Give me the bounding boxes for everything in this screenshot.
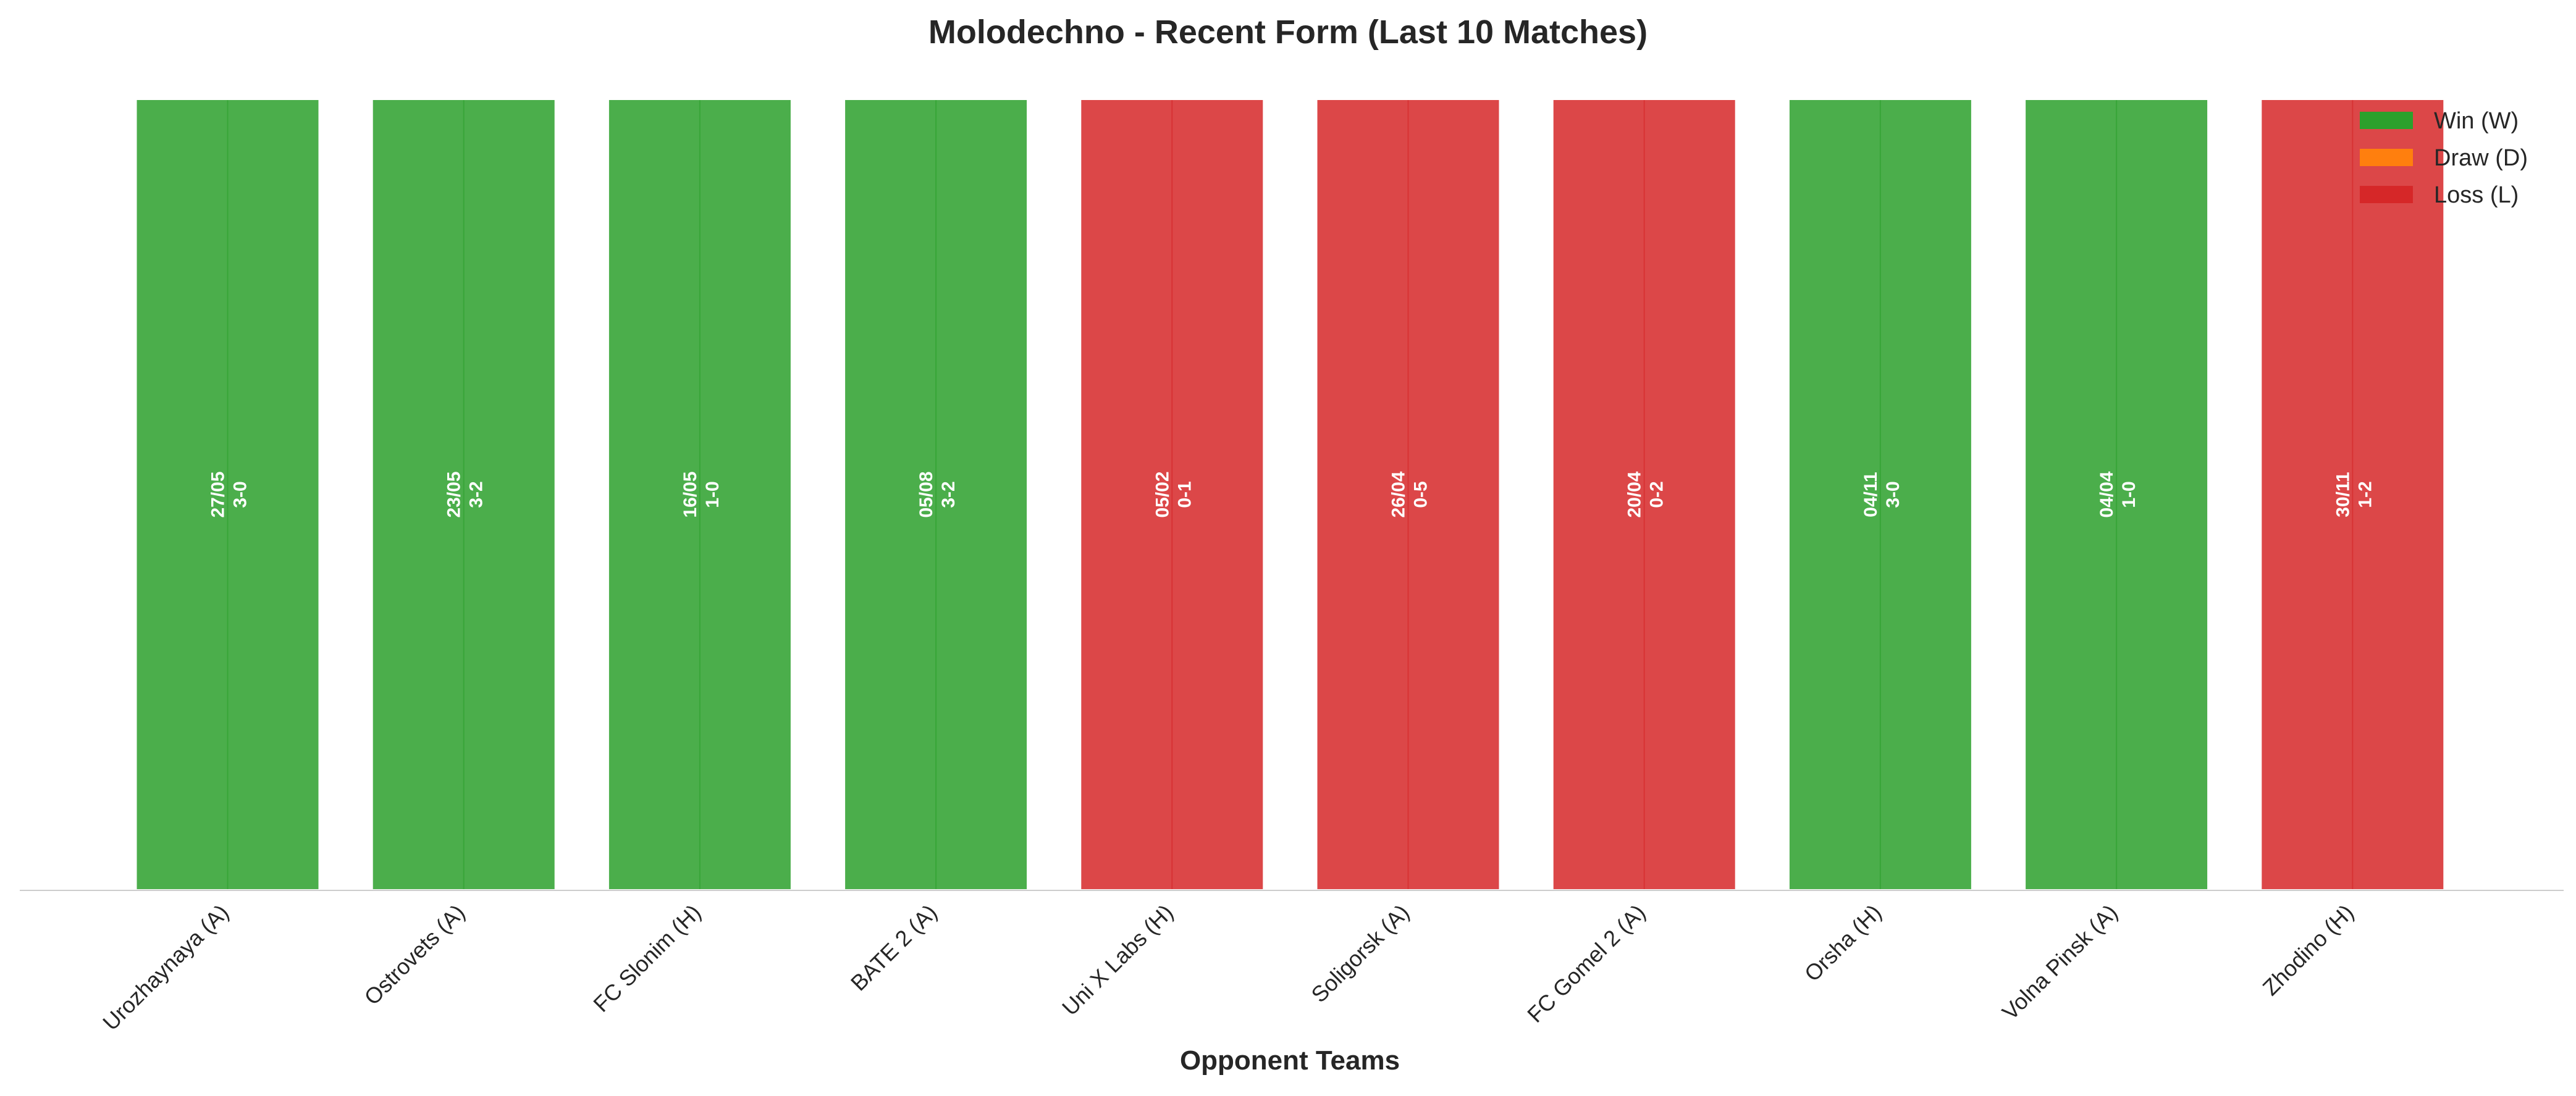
x-tick-label: BATE 2 (A) <box>846 900 942 996</box>
bar-label: 27/05 3-0 <box>208 471 251 517</box>
match-score: 0-5 <box>1411 481 1431 508</box>
legend-swatch-d <box>2360 149 2413 166</box>
chart-legend: Win (W) Draw (D) Loss (L) <box>2360 108 2528 208</box>
x-tick-label: FC Slonim (H) <box>588 900 705 1017</box>
chart-title: Molodechno - Recent Form (Last 10 Matche… <box>928 14 1648 51</box>
bar-label: 20/04 0-2 <box>1625 471 1667 517</box>
match-score: 0-1 <box>1174 481 1195 508</box>
x-tick-label: Orsha (H) <box>1799 900 1887 987</box>
match-score: 1-0 <box>702 481 723 508</box>
x-tick-label: Ostrovets (A) <box>359 900 469 1010</box>
match-score: 3-2 <box>466 481 487 508</box>
x-tick-label: Zhodino (H) <box>2258 900 2359 1000</box>
match-date: 05/02 <box>1152 471 1172 517</box>
match-score: 1-0 <box>2119 481 2139 508</box>
legend-swatch-w <box>2360 112 2413 129</box>
bar-label: 30/11 1-2 <box>2333 472 2375 517</box>
bar-label: 16/05 1-0 <box>680 471 723 517</box>
match-date: 20/04 <box>1625 471 1645 517</box>
x-tick-label: Urozhaynaya (A) <box>98 900 234 1035</box>
match-score: 3-0 <box>1883 481 1903 508</box>
bar-label: 04/11 3-0 <box>1861 472 1903 517</box>
legend-label-w: Win (W) <box>2434 108 2519 134</box>
match-score: 3-0 <box>230 481 251 508</box>
x-tick-labels: Urozhaynaya (A) Ostrovets (A) FC Slonim (H… <box>98 900 2359 1035</box>
legend-swatch-l <box>2360 186 2413 203</box>
match-date: 26/04 <box>1389 471 1409 517</box>
match-date: 05/08 <box>916 471 937 517</box>
bar-label: 23/05 3-2 <box>444 471 487 517</box>
match-score: 3-2 <box>938 481 959 508</box>
x-tick-label: FC Gomel 2 (A) <box>1522 900 1650 1027</box>
match-date: 04/04 <box>2097 471 2117 517</box>
legend-label-l: Loss (L) <box>2434 182 2519 208</box>
legend-label-d: Draw (D) <box>2434 145 2528 171</box>
match-date: 04/11 <box>1861 472 1881 517</box>
match-date: 23/05 <box>444 471 465 517</box>
x-tick-label: Uni X Labs (H) <box>1057 900 1178 1021</box>
bar-label: 05/02 0-1 <box>1152 471 1195 517</box>
match-score: 1-2 <box>2355 481 2375 508</box>
match-date: 16/05 <box>680 471 701 517</box>
bar-label: 04/04 1-0 <box>2097 471 2139 517</box>
bars-layer: 27/05 3-0 23/05 3-2 16/05 1-0 05/08 3-2 05/02 0-1… <box>134 98 2446 892</box>
x-tick-label: Soligorsk (A) <box>1306 900 1414 1008</box>
bar-label: 05/08 3-2 <box>916 471 959 517</box>
x-axis-label: Opponent Teams <box>1180 1045 1400 1076</box>
bar-label: 26/04 0-5 <box>1389 471 1431 517</box>
match-date: 30/11 <box>2333 472 2353 517</box>
x-tick-label: Volna Pinsk (A) <box>1997 900 2123 1025</box>
match-score: 0-2 <box>1647 481 1667 508</box>
match-date: 27/05 <box>208 471 229 517</box>
